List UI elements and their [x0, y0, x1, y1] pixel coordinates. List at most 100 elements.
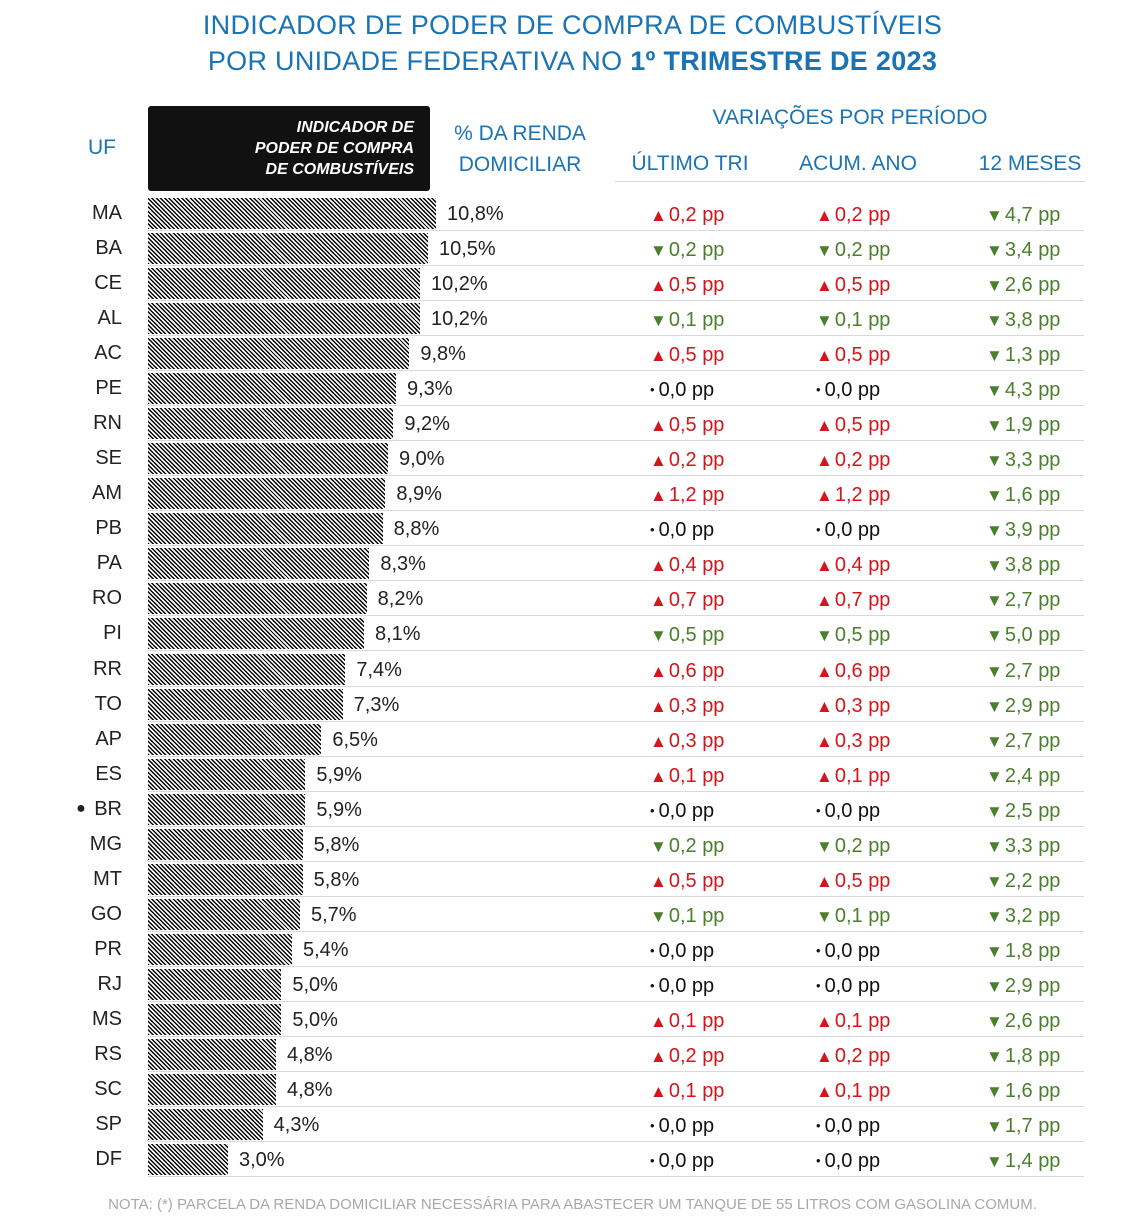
uf-code: RS — [94, 1042, 122, 1065]
row-divider — [148, 860, 1084, 862]
bar-ac — [148, 338, 410, 370]
arrow-up-icon: ▲ — [650, 451, 667, 471]
variation-v1: ▲ 0,5 pp — [650, 414, 724, 437]
bar-pe — [148, 373, 396, 405]
variation-value: 3,4 pp — [1004, 239, 1061, 262]
variation-v3: ▼ 3,9 pp — [986, 519, 1060, 542]
table-row: CE 10,2% ▲ 0,5 pp ▲ 0,5 pp ▼ 2,6 pp — [0, 266, 1145, 302]
variation-value: 4,7 pp — [1004, 204, 1061, 226]
row-divider — [148, 755, 1084, 757]
uf-label: RN — [60, 412, 122, 435]
variation-value: 2,5 pp — [1004, 799, 1061, 822]
arrow-up-icon: ▲ — [816, 1011, 833, 1031]
row-divider — [148, 895, 1084, 897]
variation-value: 3,3 pp — [1004, 834, 1061, 857]
arrow-down-icon: ▼ — [986, 1082, 1003, 1101]
dot-icon: • — [650, 382, 655, 398]
data-label: 10,5% — [439, 238, 496, 261]
variation-value: 0,5 pp — [668, 344, 725, 367]
variation-value: 0,2 pp — [668, 834, 725, 857]
variation-value: 1,3 pp — [1004, 344, 1061, 367]
variation-value: 0,2 pp — [668, 204, 725, 226]
data-label: 4,8% — [287, 1079, 333, 1101]
variation-v1: ▼ 0,2 pp — [650, 835, 724, 858]
variation-value: 5,0 pp — [1004, 624, 1061, 647]
arrow-up-icon: ▲ — [650, 696, 667, 716]
variation-value: 1,6 pp — [1004, 484, 1061, 507]
arrow-down-icon: ▼ — [650, 836, 667, 856]
bar-am — [148, 478, 386, 510]
arrow-down-icon: ▼ — [816, 311, 833, 331]
uf-label: MS — [60, 1008, 122, 1031]
arrow-down-icon: ▼ — [986, 556, 1003, 576]
variation-value: 0,0 pp — [824, 939, 881, 962]
variation-value: 1,7 pp — [1004, 1115, 1061, 1138]
data-label: 8,8% — [393, 518, 440, 541]
uf-label: GO — [60, 903, 122, 926]
bar-al — [148, 303, 420, 335]
arrow-up-icon: ▲ — [816, 451, 833, 471]
table-row: AC 9,8% ▲ 0,5 pp ▲ 0,5 pp ▼ 1,3 pp — [0, 336, 1145, 372]
variation-v2: ▲ 0,1 pp — [816, 1080, 890, 1103]
dot-icon: • — [650, 1153, 655, 1169]
bar-sc — [148, 1074, 276, 1105]
uf-label: MG — [60, 833, 122, 856]
uf-label: AP — [60, 728, 122, 751]
table-row: SE 9,0% ▲ 0,2 pp ▲ 0,2 pp ▼ 3,3 pp — [0, 441, 1145, 477]
data-label: 5,4% — [303, 938, 349, 961]
table-row: BA 10,5% ▼ 0,2 pp ▼ 0,2 pp ▼ 3,4 pp — [0, 231, 1145, 267]
table-row: RN 9,2% ▲ 0,5 pp ▲ 0,5 pp ▼ 1,9 pp — [0, 406, 1145, 442]
data-label: 10,2% — [431, 273, 488, 296]
data-label: 8,3% — [380, 553, 426, 576]
arrow-down-icon: ▼ — [986, 1046, 1003, 1066]
uf-label: RJ — [60, 973, 122, 996]
bar-rj — [148, 968, 282, 1000]
variation-v1: ▲ 0,4 pp — [650, 554, 724, 577]
arrow-down-icon: ▼ — [986, 696, 1003, 716]
row-divider — [148, 335, 1084, 337]
data-label: 5,9% — [316, 763, 362, 786]
arrow-up-icon: ▲ — [816, 556, 833, 576]
variation-v3: ▼ 1,4 pp — [986, 1150, 1060, 1173]
table-row: MA 10,8% ▲ 0,2 pp ▲ 0,2 pp ▼ 4,7 pp — [0, 196, 1145, 231]
variation-value: 2,7 pp — [1004, 659, 1061, 682]
uf-label: BA — [60, 237, 122, 260]
bar-mg — [148, 828, 303, 860]
bar-es — [148, 758, 306, 790]
header-ultimo-tri: ÚLTIMO TRI — [631, 152, 749, 175]
arrow-up-icon: ▲ — [816, 696, 833, 716]
variation-v1: ▲ 0,6 pp — [650, 660, 724, 683]
arrow-up-icon: ▲ — [650, 731, 667, 751]
uf-code: ES — [95, 762, 122, 785]
variation-value: 0,2 pp — [668, 1044, 725, 1067]
variation-value: 0,4 pp — [668, 554, 725, 577]
arrow-up-icon: ▲ — [650, 206, 667, 225]
arrow-up-icon: ▲ — [650, 416, 667, 436]
variation-v2: ▲ 0,3 pp — [816, 730, 890, 753]
chart-title-prefix: POR UNIDADE FEDERATIVA NO — [207, 46, 631, 76]
row-divider — [148, 685, 1084, 687]
variation-value: 0,5 pp — [668, 624, 725, 647]
footnote: NOTA: (*) PARCELA DA RENDA DOMICILIAR NE… — [108, 1196, 1037, 1213]
variation-value: 0,2 pp — [834, 204, 891, 226]
variation-value: 0,0 pp — [824, 1115, 881, 1138]
arrow-up-icon: ▲ — [816, 416, 833, 436]
header-renda-line2: DOMICILIAR — [458, 153, 582, 176]
variation-v1: • 0,0 pp — [650, 800, 714, 823]
bar-br — [148, 793, 306, 825]
variation-v1: ▲ 1,2 pp — [650, 484, 724, 507]
uf-label: PR — [60, 938, 122, 961]
row-divider — [148, 580, 1084, 582]
variation-v2: ▲ 0,3 pp — [816, 695, 890, 718]
uf-code: TO — [94, 692, 122, 715]
uf-code: AL — [97, 307, 122, 330]
arrow-down-icon: ▼ — [650, 626, 667, 646]
variation-value: 0,5 pp — [834, 414, 891, 437]
row-divider — [148, 440, 1084, 442]
table-row: PE 9,3% • 0,0 pp • 0,0 pp ▼ 4,3 pp — [0, 371, 1145, 407]
arrow-up-icon: ▲ — [816, 591, 833, 611]
table-row: DF 3,0% • 0,0 pp • 0,0 pp ▼ 1,4 pp — [0, 1142, 1145, 1178]
variation-v3: ▼ 1,6 pp — [986, 1080, 1060, 1103]
variation-value: 0,5 pp — [834, 274, 891, 297]
header-variacoes: VARIAÇÕES POR PERÍODO — [712, 106, 988, 129]
